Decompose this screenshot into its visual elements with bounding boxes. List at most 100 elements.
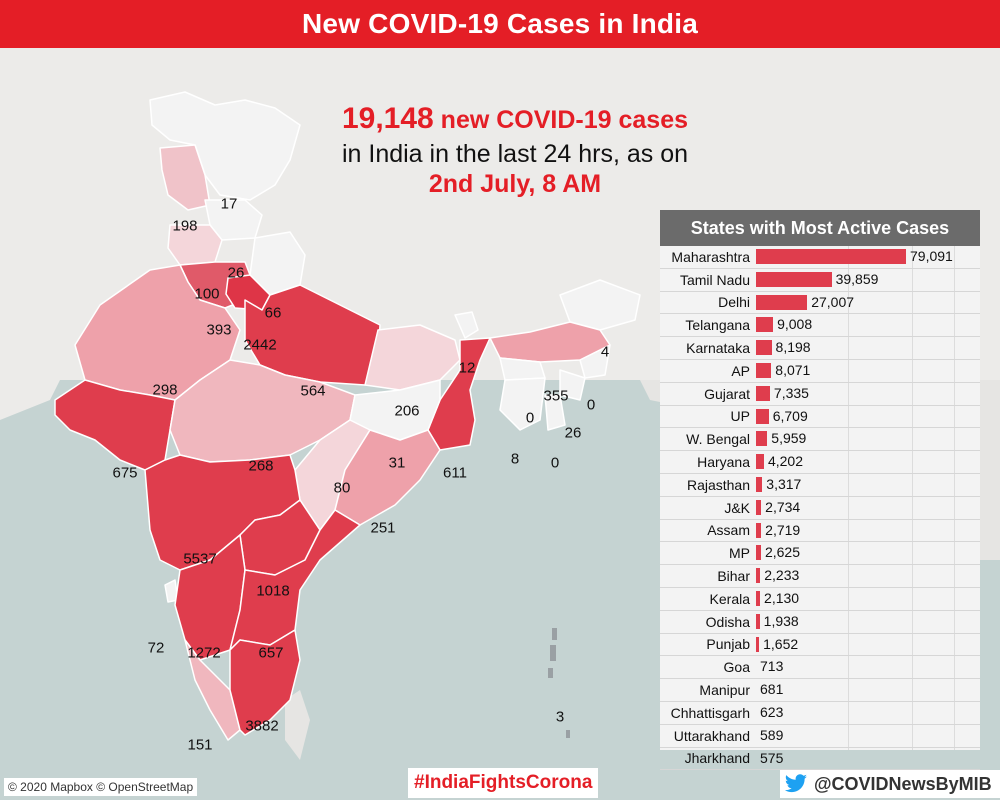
map-label-manipur: 26 (564, 424, 582, 442)
state-name: Odisha (705, 613, 750, 630)
active-cases-row: Assam 2,719 (660, 520, 980, 543)
state-name: Delhi (718, 294, 750, 311)
bar-zone: 7,335 (756, 383, 980, 405)
map-label-ap: 657 (258, 644, 284, 662)
map-label-up: 564 (300, 382, 326, 400)
active-cases-value: 681 (760, 681, 784, 698)
active-cases-value: 3,317 (766, 475, 802, 492)
active-cases-bar (756, 568, 761, 584)
active-cases-bar (756, 408, 769, 424)
state-odisha[interactable] (334, 429, 441, 526)
state-name: Assam (707, 522, 750, 539)
headline: 19,148 new COVID-19 cases in India in th… (300, 104, 730, 199)
state-tamilnadu[interactable] (229, 629, 301, 736)
panel-title: States with Most Active Cases (660, 210, 980, 246)
bar-zone: 681 (756, 679, 980, 701)
map-label-assam: 355 (543, 387, 569, 405)
map-label-chhattisgarh: 80 (333, 479, 351, 497)
active-cases-bar (756, 476, 763, 492)
state-name: Punjab (706, 636, 750, 653)
active-cases-value: 623 (760, 703, 784, 720)
state-himachal[interactable] (159, 144, 211, 211)
state-meghalaya[interactable] (499, 357, 546, 381)
state-manipur[interactable] (559, 369, 586, 401)
active-cases-bar (756, 499, 762, 515)
active-cases-row: Maharashtra 79,091 (660, 246, 980, 269)
map-label-delhi: 2442 (243, 336, 277, 354)
state-wb[interactable] (427, 337, 491, 451)
map-label-arunachal: 4 (600, 343, 610, 361)
map-label-karnataka: 1272 (187, 644, 221, 662)
state-name: Uttarakhand (673, 727, 750, 744)
headline-line-2: in India in the last 24 hrs, as on (341, 140, 689, 168)
state-tripura[interactable] (499, 377, 546, 431)
header-banner: New COVID-19 Cases in India (0, 0, 1000, 48)
active-cases-value: 2,233 (764, 567, 800, 584)
map-label-chandigarh: 100 (194, 285, 220, 303)
state-name: MP (729, 545, 750, 562)
map-label-kerala: 151 (187, 736, 213, 754)
map-label-odisha: 251 (370, 519, 396, 537)
active-cases-row: Bihar 2,233 (660, 565, 980, 588)
sri-lanka (285, 690, 310, 760)
bar-zone: 1,938 (756, 611, 980, 633)
twitter-bird-icon (784, 774, 807, 793)
bar-zone: 4,202 (756, 451, 980, 473)
bar-zone: 2,734 (756, 497, 980, 519)
active-cases-panel: States with Most Active Cases Maharashtr… (660, 210, 980, 771)
state-name: UP (730, 408, 750, 425)
map-label-uttarakhand: 66 (264, 304, 282, 322)
active-cases-row: Telangana 9,008 (660, 314, 980, 338)
map-credit[interactable]: © 2020 Mapbox © OpenStreetMap (4, 778, 198, 796)
state-bihar[interactable] (364, 324, 461, 391)
state-name: Kerala (709, 590, 750, 607)
state-kerala[interactable] (184, 639, 241, 741)
active-cases-row: Gujarat 7,335 (660, 383, 980, 406)
map-label-tripura: 8 (510, 450, 520, 468)
active-cases-value: 79,091 (910, 248, 953, 264)
active-cases-row: Tamil Nadu 39,859 (660, 269, 980, 292)
active-cases-value: 4,202 (767, 453, 804, 470)
active-cases-value: 575 (760, 749, 784, 766)
active-cases-value: 589 (760, 726, 784, 743)
state-mizoram[interactable] (544, 394, 566, 431)
active-cases-list: Maharashtra 79,091 Tamil Nadu 39,859 Delhi 27… (660, 246, 980, 771)
state-name: Telangana (685, 317, 750, 334)
active-cases-row: Goa 713 (660, 656, 980, 680)
active-cases-bar (756, 340, 772, 356)
state-name: AP (731, 362, 750, 379)
state-name: W. Bengal (686, 431, 750, 448)
bar-zone: 1,652 (756, 634, 980, 656)
active-cases-row: Karnataka 8,198 (660, 337, 980, 360)
headline-date: 2nd July, 8 AM (428, 170, 602, 198)
bar-zone: 623 (756, 702, 980, 724)
state-ladakh[interactable] (149, 91, 301, 201)
active-cases-value: 2,734 (765, 498, 801, 515)
active-cases-value: 5,959 (771, 430, 807, 447)
bar-zone: 2,233 (756, 565, 980, 587)
state-name: Jharkhand (684, 750, 750, 767)
active-cases-row: Odisha 1,938 (660, 611, 980, 634)
map-label-goa: 72 (147, 639, 165, 657)
state-sikkim[interactable] (454, 311, 479, 339)
bar-zone: 8,198 (756, 337, 980, 359)
map-label-mp: 268 (248, 457, 274, 475)
bar-zone: 575 (756, 748, 980, 770)
grid-line (954, 246, 955, 750)
active-cases-row: Haryana 4,202 (660, 451, 980, 474)
active-cases-value: 6,709 (772, 407, 808, 424)
active-cases-row: J&K 2,734 (660, 497, 980, 520)
state-nagaland[interactable] (579, 344, 611, 379)
state-name: J&K (724, 499, 750, 516)
active-cases-bar (756, 454, 764, 470)
active-cases-row: Kerala 2,130 (660, 588, 980, 611)
land-background-west (0, 380, 60, 420)
state-name: Bihar (717, 568, 750, 585)
bar-zone: 5,959 (756, 428, 980, 450)
bar-zone: 6,709 (756, 406, 980, 428)
active-cases-row: Punjab 1,652 (660, 634, 980, 657)
bar-zone: 79,091 (756, 246, 980, 268)
active-cases-value: 8,198 (775, 339, 811, 356)
twitter-handle[interactable]: @COVIDNewsByMIB (780, 770, 1000, 798)
state-name: Karnataka (686, 340, 750, 357)
